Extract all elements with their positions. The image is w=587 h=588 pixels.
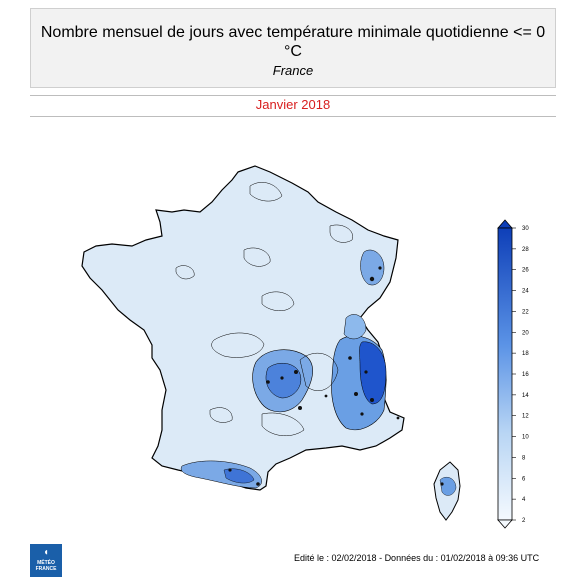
colorbar-tick-label: 18 [522,351,529,357]
colorbar-tick-label: 8 [522,455,526,461]
vosges-zone [360,249,385,286]
mainland-shape [81,165,405,491]
footer-credit: Edité le : 02/02/2018 - Données du : 01/… [294,553,540,563]
colorbar-max-arrow [497,219,513,229]
logo-mark-icon: ◖ [42,547,50,558]
logo-text: MÉTÉO FRANCE [35,560,57,572]
station-markers [228,266,444,486]
meteo-france-logo: ◖ MÉTÉO FRANCE [30,544,62,577]
period-label: Janvier 2018 [255,97,331,112]
jura-zone [343,314,367,340]
colorbar-tick-label: 4 [522,497,526,503]
colorbar-tick-label: 20 [522,330,529,336]
alps-high-zone [359,341,387,405]
colorbar-tick-label: 14 [522,393,529,399]
massif-central-core [265,362,302,399]
colorbar-tick-label: 2 [522,518,526,524]
colorbar-tick-label: 12 [522,414,529,420]
colorbar-tick-label: 24 [522,289,529,295]
colorbar-scale [497,227,513,521]
map-title: Nombre mensuel de jours avec température… [40,24,546,60]
corsica-cold-zone [439,477,457,496]
colorbar-tick-label: 22 [522,309,529,315]
colorbar-min-arrow [497,519,513,529]
header-box: Nombre mensuel de jours avec température… [30,8,556,88]
map-region: France [272,63,314,78]
period-bar: Janvier 2018 [30,95,556,117]
pyrenees-core [223,468,255,484]
colorbar-tick-label: 28 [522,247,529,253]
colorbar-tick-label: 6 [522,476,526,482]
colorbar-tick-label: 10 [522,435,529,441]
colorbar-tick-label: 30 [522,226,529,232]
colorbar-tick-label: 26 [522,268,529,274]
colorbar-tick-label: 16 [522,372,529,378]
